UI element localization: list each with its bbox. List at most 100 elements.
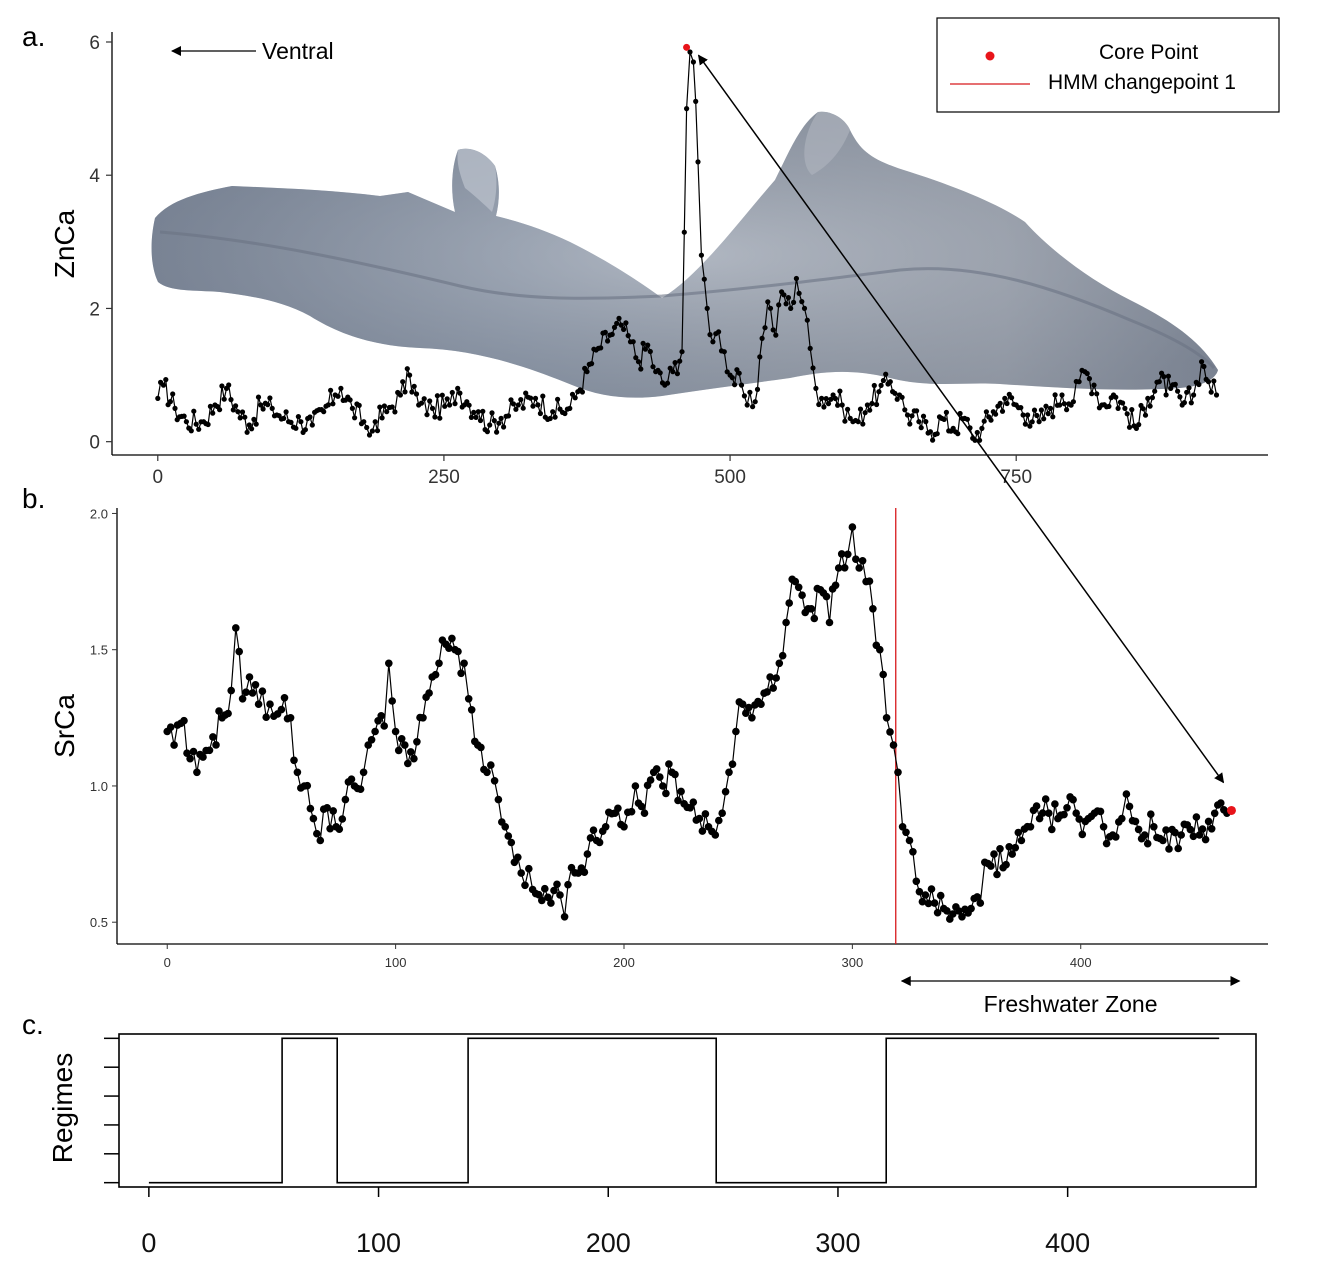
strontium-calcium-point-322	[1195, 831, 1204, 839]
ticks-c: 0 100 200 300 400	[104, 1037, 1090, 1258]
zinc-calcium-point-244	[747, 389, 753, 395]
strontium-calcium-point-68	[388, 697, 397, 705]
zinc-calcium-point-343	[988, 417, 994, 423]
strontium-calcium-point-120	[556, 891, 564, 899]
strontium-calcium-series-points	[163, 523, 1236, 923]
strontium-calcium-point-196	[798, 591, 806, 599]
zinc-calcium-point-433	[1199, 359, 1205, 365]
strontium-calcium-point-66	[380, 722, 389, 730]
strontium-calcium-point-273	[1045, 809, 1053, 817]
zinc-calcium-point-149	[510, 401, 516, 407]
zinc-calcium-point-223	[690, 59, 697, 65]
zinc-calcium-point-106	[407, 372, 413, 378]
zinc-calcium-point-145	[501, 424, 507, 430]
strontium-calcium-point-87	[448, 634, 456, 643]
zinc-calcium-point-240	[736, 370, 742, 376]
strontium-calcium-point-100	[490, 777, 499, 785]
tick-label-a-y-0: 0	[89, 433, 100, 454]
zinc-calcium-point-402	[1126, 424, 1133, 430]
zinc-calcium-point-148	[508, 397, 514, 403]
strontium-calcium-point-162	[689, 798, 698, 806]
zinc-calcium-point-27	[219, 383, 225, 389]
zinc-calcium-point-400	[1122, 405, 1128, 411]
zinc-calcium-point-23	[210, 410, 216, 416]
zinc-calcium-point-179	[584, 369, 590, 375]
strontium-calcium-point-314	[1171, 828, 1179, 837]
strontium-calcium-point-98	[483, 768, 491, 777]
zinc-calcium-point-288	[860, 421, 866, 427]
strontium-calcium-point-164	[695, 814, 704, 823]
tick-label-b-y-0.5: 0.5	[90, 915, 108, 930]
strontium-calcium-point-9	[193, 768, 201, 777]
strontium-calcium-point-290	[1096, 807, 1105, 816]
zinc-calcium-point-399	[1120, 400, 1126, 406]
zinc-calcium-point-347	[997, 400, 1003, 406]
strontium-calcium-point-257	[996, 845, 1004, 853]
zinc-calcium-point-320	[934, 431, 940, 437]
strontium-calcium-point-200	[810, 614, 819, 623]
strontium-calcium-point-211	[844, 550, 852, 559]
tick-label-b-y-2: 2.0	[90, 506, 108, 521]
zinc-calcium-point-34	[235, 409, 241, 415]
strontium-calcium-point-171	[718, 809, 726, 817]
zinc-calcium-point-124	[452, 401, 458, 407]
strontium-calcium-point-292	[1102, 839, 1111, 848]
strontium-calcium-point-237	[933, 908, 942, 917]
zinc-calcium-point-147	[505, 413, 512, 419]
zinc-calcium-point-105	[404, 366, 410, 372]
zinc-calcium-point-251	[765, 299, 771, 305]
zinc-calcium-point-292	[869, 400, 875, 407]
zinc-calcium-point-65	[307, 414, 313, 420]
strontium-calcium-point-56	[347, 775, 356, 783]
panel-c-frame	[118, 1033, 1257, 1188]
tick-label-c-x-100: 100	[356, 1228, 401, 1258]
strontium-calcium-point-232	[918, 897, 927, 906]
strontium-calcium-point-128	[583, 850, 592, 858]
zinc-calcium-point-91	[369, 428, 375, 434]
strontium-calcium-point-146	[640, 809, 649, 817]
strontium-calcium-point-101	[494, 795, 503, 804]
zinc-calcium-point-410	[1145, 395, 1151, 401]
zinc-calcium-point-157	[530, 403, 536, 409]
zinc-calcium-point-202	[638, 366, 644, 372]
zinc-calcium-point-366	[1041, 416, 1047, 422]
zinc-calcium-point-63	[302, 427, 308, 433]
strontium-calcium-point-323	[1198, 825, 1207, 833]
zinc-calcium-point-117	[434, 393, 440, 399]
zinc-calcium-point-158	[532, 395, 539, 401]
strontium-calcium-point-240	[943, 907, 951, 915]
strontium-calcium-point-53	[338, 815, 347, 823]
strontium-calcium-point-23	[238, 695, 247, 703]
zinc-calcium-point-5	[167, 399, 173, 405]
zinc-calcium-point-7	[172, 405, 178, 411]
strontium-calcium-point-115	[541, 884, 549, 893]
strontium-calcium-point-312	[1165, 845, 1173, 853]
strontium-calcium-point-298	[1122, 790, 1131, 798]
strontium-calcium-point-108	[517, 869, 525, 877]
zinc-calcium-point-341	[983, 409, 990, 415]
strontium-calcium-point-158	[677, 787, 685, 796]
zinc-calcium-point-221	[684, 106, 690, 112]
strontium-calcium-point-116	[544, 893, 552, 902]
strontium-calcium-point-7	[186, 754, 194, 763]
zinc-calcium-point-403	[1129, 407, 1135, 413]
zinc-calcium-point-314	[920, 413, 927, 419]
zinc-calcium-point-305	[899, 394, 905, 400]
legend-changepoint-label: HMM changepoint 1	[1048, 71, 1236, 94]
panel-a-zinc-calcium: 0 250 500 750 0 2 4 6 a. ZnCa Ventral Core Poin…	[22, 17, 1280, 488]
strontium-calcium-point-63	[371, 727, 379, 736]
zinc-calcium-point-99	[389, 404, 395, 410]
zinc-calcium-point-409	[1142, 412, 1149, 418]
strontium-calcium-point-114	[538, 896, 546, 905]
zinc-calcium-point-309	[909, 413, 915, 419]
zinc-calcium-point-297	[880, 377, 887, 384]
zinc-calcium-point-150	[513, 406, 519, 412]
tick-label-a-x-750: 750	[1000, 467, 1032, 488]
zinc-calcium-point-267	[807, 345, 813, 351]
zinc-calcium-point-385	[1086, 376, 1092, 382]
zinc-calcium-point-294	[874, 401, 880, 408]
strontium-calcium-point-248	[967, 904, 975, 913]
zinc-calcium-point-203	[640, 340, 646, 346]
zinc-calcium-point-286	[855, 419, 861, 425]
